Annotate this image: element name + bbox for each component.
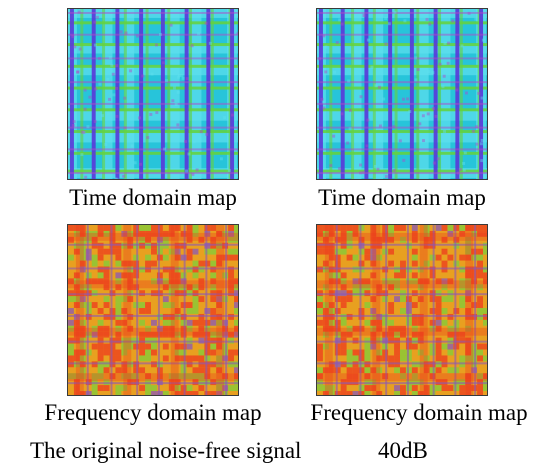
time-domain-caption-left: Time domain map (69, 185, 237, 210)
time-domain-caption-right: Time domain map (318, 185, 486, 210)
time-domain-map-image (317, 9, 487, 179)
frequency-domain-caption-left: Frequency domain map (44, 400, 262, 425)
column-caption-40db: 40dB (378, 438, 428, 463)
frequency-domain-map-40db (316, 224, 488, 396)
frequency-domain-caption-right: Frequency domain map (310, 400, 528, 425)
frequency-domain-map-image (317, 225, 487, 395)
time-domain-map-40db (316, 8, 488, 180)
frequency-domain-map-image (68, 225, 238, 395)
frequency-domain-map-noise-free (67, 224, 239, 396)
column-caption-noise-free: The original noise-free signal (30, 438, 302, 463)
time-domain-map-noise-free (67, 8, 239, 180)
time-domain-map-image (68, 9, 238, 179)
